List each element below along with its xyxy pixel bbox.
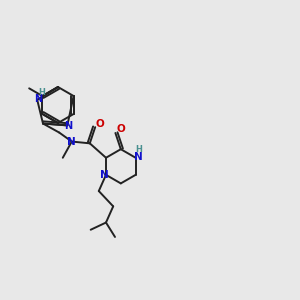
Text: N: N (64, 122, 72, 131)
Text: N: N (68, 136, 76, 146)
Text: O: O (96, 119, 105, 129)
Text: O: O (116, 124, 125, 134)
Text: N: N (34, 94, 42, 104)
Text: H: H (38, 88, 45, 97)
Text: H: H (135, 145, 142, 154)
Text: N: N (134, 152, 143, 162)
Text: N: N (100, 170, 108, 180)
